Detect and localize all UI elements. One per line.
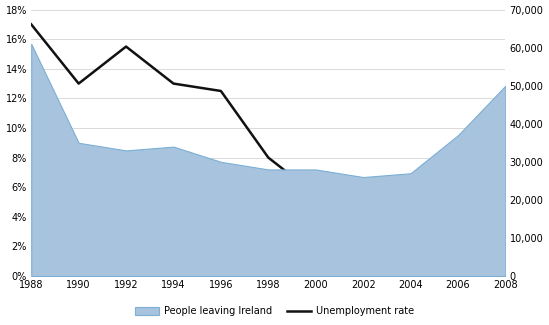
Legend: People leaving Ireland, Unemployment rate: People leaving Ireland, Unemployment rat… — [131, 302, 418, 320]
